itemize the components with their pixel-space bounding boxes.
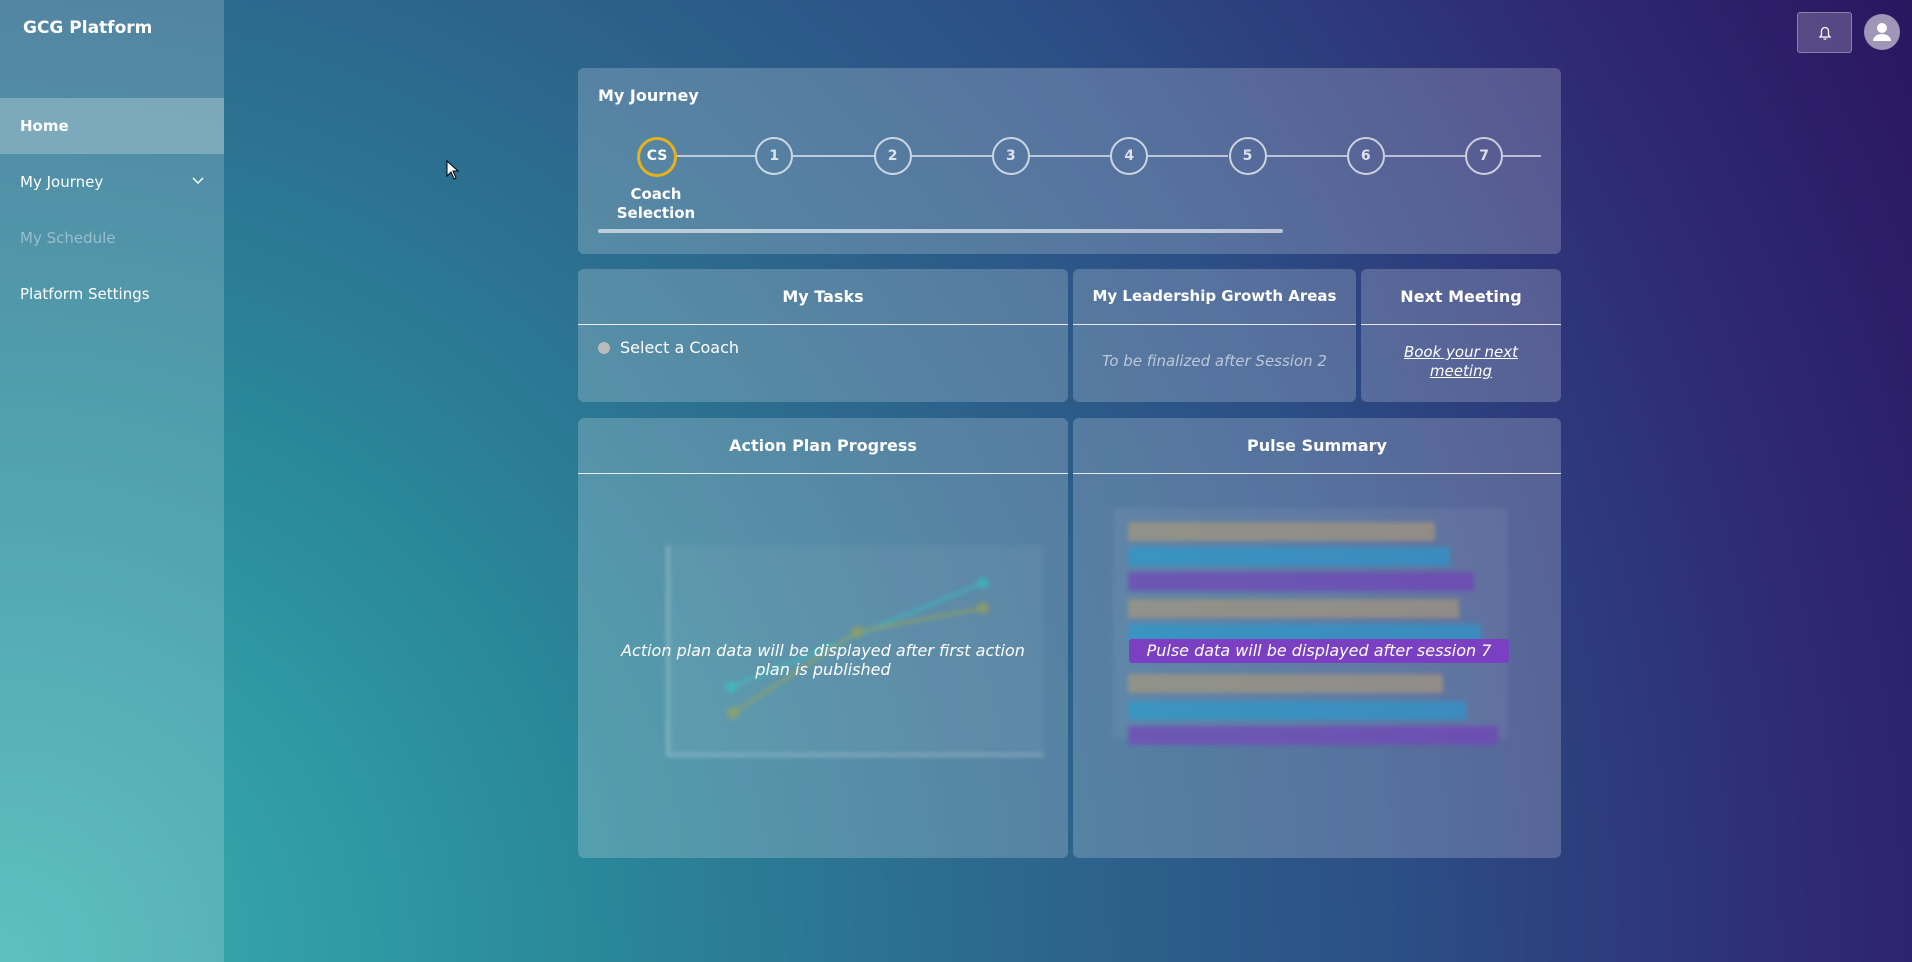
task-item[interactable]: Select a Coach	[620, 338, 740, 357]
brand: GCG Platform	[23, 18, 153, 38]
journey-step[interactable]: 3	[991, 137, 1030, 175]
journey-step[interactable]: 7	[1465, 137, 1504, 175]
journey-step[interactable]: 5	[1228, 137, 1267, 175]
sidebar: GCG Platform Home My Journey My Schedule…	[0, 0, 224, 962]
pulse-card: Pulse Summary Pulse data will be display…	[1073, 418, 1561, 858]
step-connector	[793, 155, 874, 157]
pulse-title: Pulse Summary	[1073, 418, 1561, 474]
action-plan-title: Action Plan Progress	[578, 418, 1068, 474]
nav-my-schedule: My Schedule	[20, 229, 116, 247]
step-connector	[675, 155, 756, 157]
nav-platform-settings[interactable]: Platform Settings	[20, 285, 150, 303]
journey-step[interactable]: CS	[637, 137, 677, 177]
step-connector	[911, 155, 992, 157]
step-connector	[1503, 155, 1541, 157]
meeting-card: Next Meeting Book your next meeting	[1361, 269, 1561, 402]
notifications-button[interactable]	[1797, 12, 1852, 53]
current-step-label: Coach Selection	[616, 185, 696, 222]
step-connector	[1384, 155, 1466, 157]
growth-card: My Leadership Growth Areas To be finaliz…	[1073, 269, 1356, 402]
blurred-chart	[1113, 508, 1508, 745]
blurred-chart	[667, 545, 1044, 756]
step-connector	[1148, 155, 1229, 157]
nav-my-journey[interactable]: My Journey	[20, 173, 104, 191]
growth-title: My Leadership Growth Areas	[1073, 269, 1356, 325]
journey-step[interactable]: 2	[873, 137, 912, 175]
tasks-card: My Tasks Select a Coach	[578, 269, 1068, 402]
bell-icon	[1818, 26, 1832, 40]
cursor	[446, 160, 460, 180]
task-bullet	[598, 342, 610, 354]
journey-title: My Journey	[598, 86, 699, 105]
growth-note: To be finalized after Session 2	[1102, 352, 1327, 370]
book-meeting-link[interactable]: Book your next meeting	[1403, 343, 1519, 380]
pulse-message: Pulse data will be displayed after sessi…	[1129, 639, 1509, 663]
action-plan-message: Action plan data will be displayed after…	[621, 641, 1025, 679]
step-connector	[1266, 155, 1347, 157]
progress-bar	[598, 229, 1283, 233]
journey-card: My Journey Coach Selection CS 1 2 3 4 5 6 7	[578, 68, 1561, 254]
action-plan-card: Action Plan Progress Action plan data wi…	[578, 418, 1068, 858]
journey-step[interactable]: 4	[1110, 137, 1149, 175]
chevron	[192, 177, 204, 185]
avatar[interactable]	[1863, 13, 1901, 51]
tasks-title: My Tasks	[578, 269, 1068, 325]
journey-step[interactable]: 6	[1346, 137, 1385, 175]
meeting-title: Next Meeting	[1361, 269, 1561, 325]
journey-step[interactable]: 1	[755, 137, 794, 175]
nav-home[interactable]: Home	[0, 98, 224, 154]
step-connector	[1029, 155, 1111, 157]
